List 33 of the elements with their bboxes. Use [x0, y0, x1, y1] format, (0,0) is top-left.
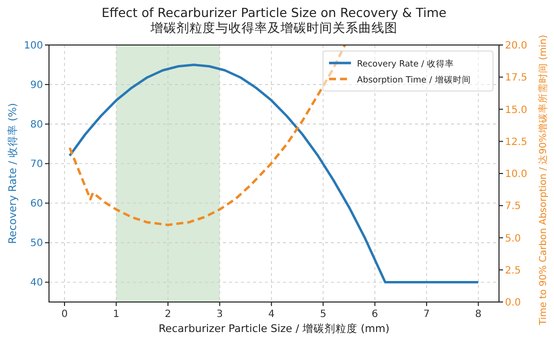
y-tick-label: 50	[30, 238, 43, 250]
y2-tick-label: 2.5	[505, 265, 521, 276]
x-tick-label: 0	[61, 309, 68, 320]
x-tick-label: 7	[423, 309, 430, 320]
y-tick-label: 60	[30, 198, 43, 210]
y2-axis-title: Time to 90% Carbon Absorption / 达90%增碳率所需时间 (min)	[537, 34, 549, 326]
y2-tick-label: 10.0	[505, 169, 528, 180]
chart-title: Effect of Recarburizer Particle Size on Recovery & Time	[102, 5, 447, 20]
y2-tick-label: 20.0	[505, 40, 528, 52]
legend-label: Absorption Time / 增碳时间	[357, 74, 471, 86]
y-axis-title: Recovery Rate / 收得率 (%)	[6, 103, 19, 244]
y-tick-label: 90	[30, 80, 43, 92]
y-tick-label: 40	[30, 278, 43, 289]
y2-tick-label: 15.0	[505, 104, 528, 116]
x-tick-label: 1	[113, 309, 120, 320]
x-tick-label: 6	[372, 309, 378, 320]
legend-label: Recovery Rate / 收得率	[357, 58, 454, 70]
y-tick-label: 70	[30, 159, 43, 170]
line-series	[68, 45, 346, 226]
x-tick-label: 8	[475, 309, 482, 320]
y2-tick-label: 5.0	[505, 233, 521, 244]
x-tick-label: 4	[268, 309, 275, 320]
x-tick-label: 5	[320, 309, 326, 320]
y2-tick-label: 7.5	[505, 201, 521, 212]
chart-subtitle: 增碳剂粒度与收得率及增碳时间关系曲线图	[150, 20, 398, 35]
y-tick-label: 100	[24, 40, 43, 52]
y2-tick-label: 0.0	[505, 298, 521, 308]
x-tick-label: 2	[164, 309, 172, 320]
x-tick-label: 3	[216, 309, 223, 320]
x-axis-title: Recarburizer Particle Size / 增碳剂粒度 (mm)	[158, 322, 390, 335]
y2-tick-label: 12.5	[505, 136, 528, 148]
y-tick-label: 80	[30, 120, 43, 131]
y2-tick-label: 17.5	[505, 72, 528, 84]
